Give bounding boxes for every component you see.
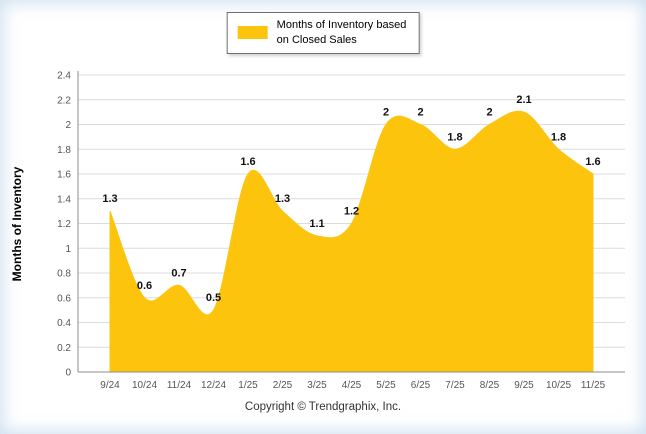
y-tick-label: 2 (65, 120, 71, 131)
y-tick-label: 1.8 (57, 145, 71, 156)
y-tick-label: 0.6 (57, 293, 71, 304)
point-label: 2 (383, 107, 389, 119)
y-tick-label: 2.4 (57, 71, 71, 82)
point-label: 2.1 (516, 94, 531, 106)
legend-label: Months of Inventory based on Closed Sale… (277, 18, 407, 48)
y-tick-label: 1.2 (57, 219, 71, 230)
y-tick-label: 1 (65, 244, 71, 255)
y-tick-label: 1.6 (57, 170, 71, 181)
x-tick-label: 8/25 (480, 380, 500, 391)
copyright: Copyright © Trendgraphix, Inc. (244, 401, 402, 413)
x-tick-label: 3/25 (307, 380, 327, 391)
y-tick-label: 0.8 (57, 269, 71, 280)
y-tick-label: 1.4 (57, 194, 71, 205)
point-label: 2 (486, 107, 492, 119)
point-label: 1.3 (102, 193, 117, 205)
y-tick-label: 0.4 (57, 318, 71, 329)
x-tick-label: 5/25 (376, 380, 396, 391)
x-tick-label: 4/25 (342, 380, 362, 391)
point-label: 0.6 (137, 280, 152, 292)
point-label: 1.6 (240, 156, 255, 168)
point-label: 1.8 (447, 131, 462, 143)
x-tick-label: 10/24 (132, 380, 157, 391)
x-tick-label: 6/25 (411, 380, 431, 391)
x-tick-label: 11/25 (581, 380, 606, 391)
x-tick-label: 9/25 (514, 380, 534, 391)
legend-swatch-icon (237, 26, 268, 40)
x-tick-label: 10/25 (546, 380, 571, 391)
point-label: 0.5 (206, 292, 221, 304)
point-label: 1.8 (551, 131, 566, 143)
point-label: 1.6 (585, 156, 600, 168)
x-tick-label: 9/24 (100, 380, 120, 391)
x-tick-label: 11/24 (167, 380, 192, 391)
x-tick-label: 12/24 (201, 380, 226, 391)
point-label: 0.7 (171, 267, 186, 279)
point-label: 1.2 (344, 206, 359, 218)
x-tick-label: 2/25 (273, 380, 293, 391)
y-axis-title: Months of Inventory (10, 166, 24, 282)
legend: Months of Inventory based on Closed Sale… (226, 12, 420, 54)
y-tick-label: 0 (65, 368, 71, 379)
legend-label-line2: on Closed Sales (276, 33, 357, 46)
point-label: 2 (417, 107, 423, 119)
y-tick-label: 2.2 (57, 95, 71, 106)
area-series (109, 110, 594, 373)
y-tick-label: 0.2 (57, 343, 71, 354)
point-label: 1.1 (309, 218, 324, 230)
x-tick-label: 1/25 (238, 380, 258, 391)
point-label: 1.3 (275, 193, 290, 205)
legend-label-line1: Months of Inventory based (276, 19, 407, 31)
x-tick-label: 7/25 (445, 380, 465, 391)
